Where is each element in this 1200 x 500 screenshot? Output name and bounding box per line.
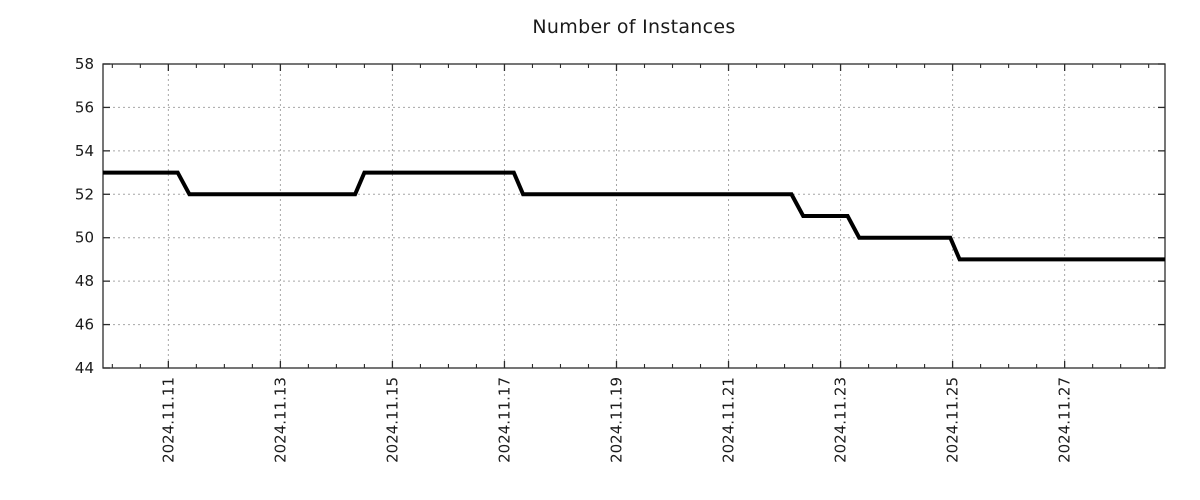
x-tick-label: 2024.11.25 <box>944 377 962 463</box>
chart-title: Number of Instances <box>532 16 736 38</box>
y-tick-label: 56 <box>75 98 94 116</box>
x-tick-label: 2024.11.11 <box>159 377 177 463</box>
x-tick-label: 2024.11.21 <box>720 377 738 463</box>
x-tick-label: 2024.11.15 <box>383 377 401 463</box>
y-tick-label: 46 <box>75 316 94 334</box>
y-tick-label: 48 <box>75 272 94 290</box>
y-tick-label: 58 <box>75 55 94 73</box>
x-tick-label: 2024.11.19 <box>607 377 625 463</box>
y-tick-label: 52 <box>75 185 94 203</box>
plot-border <box>102 63 1166 369</box>
y-tick-label: 54 <box>75 142 94 160</box>
x-tick-label: 2024.11.23 <box>832 377 850 463</box>
y-tick-label: 44 <box>75 359 94 377</box>
series-line <box>103 170 1165 262</box>
x-tick-label: 2024.11.27 <box>1056 377 1074 463</box>
y-tick-label: 50 <box>75 229 94 247</box>
x-tick-label: 2024.11.13 <box>271 377 289 463</box>
x-tick-label: 2024.11.17 <box>495 377 513 463</box>
